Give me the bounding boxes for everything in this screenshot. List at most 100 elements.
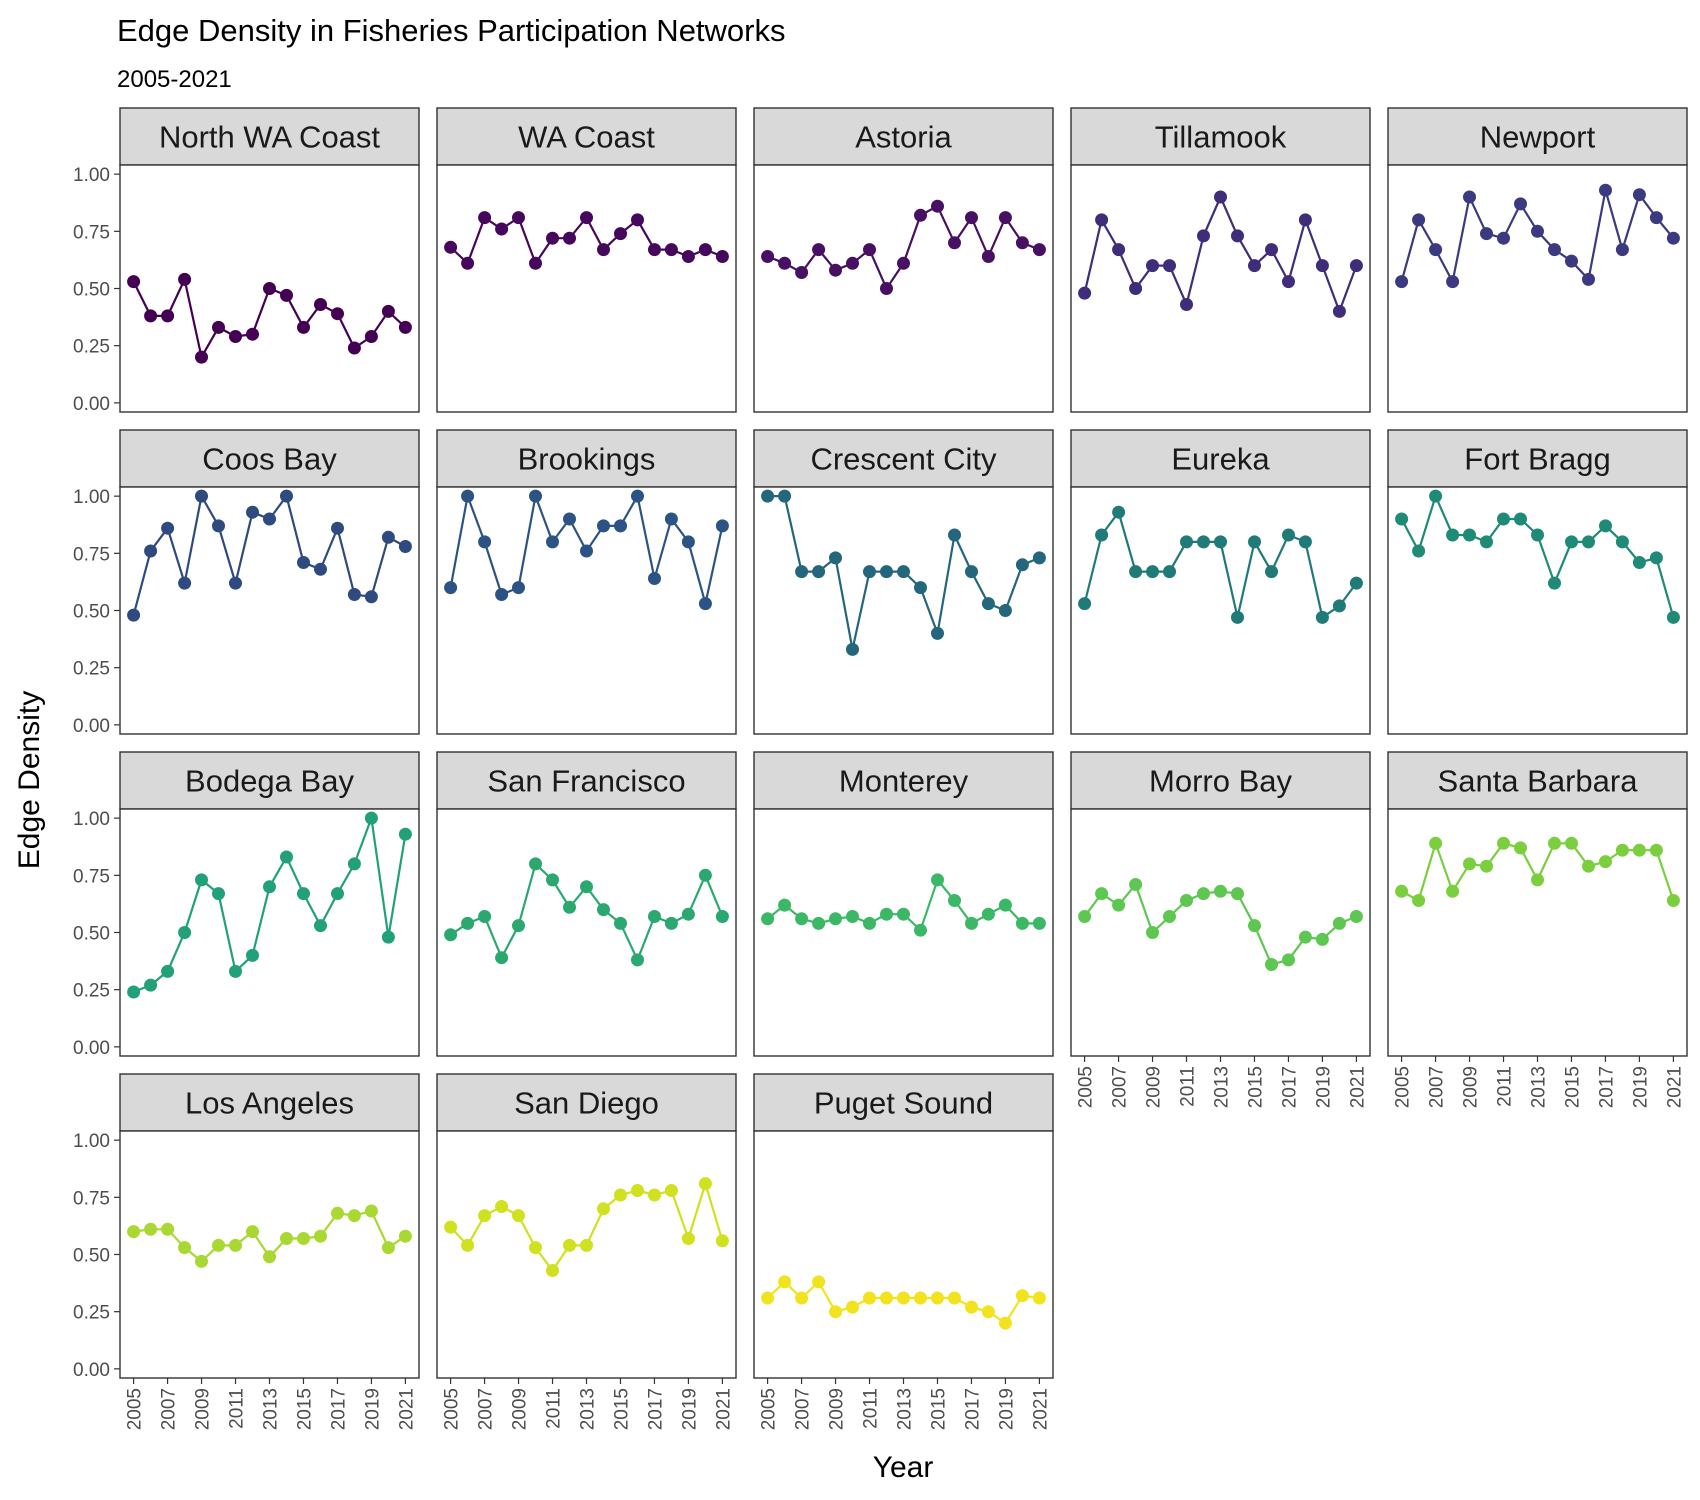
data-point <box>829 551 842 565</box>
data-point <box>546 873 559 887</box>
data-point <box>715 250 729 263</box>
x-tick-label: 2021 <box>1664 1066 1685 1108</box>
data-point <box>1095 213 1109 227</box>
data-point <box>1531 528 1544 542</box>
data-point <box>829 263 842 277</box>
x-tick-label: 2015 <box>1562 1066 1583 1108</box>
y-tick-label: 1.00 <box>73 1131 110 1152</box>
data-point <box>1197 229 1210 243</box>
data-point <box>1632 188 1646 202</box>
y-axis-label: Edge Density <box>13 691 46 869</box>
facet-strip-label: Coos Bay <box>202 442 337 477</box>
data-point <box>648 572 661 585</box>
data-point <box>512 581 525 595</box>
facet-strip <box>119 751 420 810</box>
facet-strip <box>119 429 420 488</box>
data-point <box>1429 489 1443 503</box>
x-tick-label: 2007 <box>1110 1066 1131 1108</box>
data-point <box>1446 528 1460 542</box>
data-point <box>529 489 542 503</box>
data-point <box>127 608 141 622</box>
data-point <box>297 320 310 334</box>
data-point <box>1582 272 1595 286</box>
y-tick-label: 0.75 <box>73 222 110 243</box>
facet-strip-label: Los Angeles <box>185 1086 354 1121</box>
data-point <box>778 898 792 912</box>
data-point <box>1548 576 1561 590</box>
data-point <box>263 282 276 295</box>
x-tick-label: 2007 <box>793 1388 814 1430</box>
data-point <box>297 1232 310 1245</box>
data-point <box>246 1225 259 1239</box>
data-point <box>314 1229 327 1243</box>
data-point <box>563 512 576 526</box>
facet-coos-bay: Coos Bay 0.00 0.25 0.50 0.75 1.00 <box>73 429 420 737</box>
data-point <box>981 1305 995 1319</box>
data-point <box>1282 275 1295 289</box>
data-point <box>597 519 610 533</box>
data-point <box>229 964 242 978</box>
facet-strip <box>753 429 1054 488</box>
data-point <box>1231 229 1244 243</box>
data-point <box>1032 551 1046 565</box>
data-point <box>681 1232 695 1245</box>
data-point <box>812 243 826 257</box>
y-tick-label: 0.50 <box>73 602 110 623</box>
data-point <box>948 894 961 907</box>
data-point <box>246 505 259 519</box>
x-tick-label: 2013 <box>1212 1066 1233 1108</box>
data-point <box>580 211 593 225</box>
data-point <box>631 953 644 967</box>
data-point <box>297 556 310 569</box>
data-point <box>812 565 826 579</box>
facet-plot-area <box>436 808 737 1057</box>
data-point <box>1429 243 1443 257</box>
y-tick-label: 0.50 <box>73 1246 110 1267</box>
data-point <box>681 907 695 921</box>
data-point <box>965 565 978 579</box>
data-point <box>1632 843 1646 857</box>
data-point <box>1231 887 1244 901</box>
data-point <box>1129 282 1143 295</box>
data-point <box>1248 919 1261 933</box>
facet-san-francisco: San Francisco <box>436 751 737 1057</box>
facet-north-wa-coast: North WA Coast 0.00 0.25 0.50 0.75 1.00 <box>73 107 420 415</box>
data-point <box>914 923 927 937</box>
data-point <box>1298 930 1312 944</box>
y-tick-label: 0.75 <box>73 1188 110 1209</box>
data-point <box>444 928 458 942</box>
x-tick-label: 2005 <box>1076 1066 1097 1108</box>
x-tick-label: 2017 <box>962 1388 983 1430</box>
data-point <box>1480 227 1493 241</box>
data-point <box>478 1209 492 1223</box>
facet-strip <box>1070 107 1371 166</box>
data-point <box>761 1291 775 1305</box>
data-point <box>1032 1291 1046 1305</box>
data-point <box>1163 259 1176 273</box>
data-point <box>1265 565 1278 579</box>
facet-strip-label: Puget Sound <box>814 1086 993 1121</box>
data-point <box>597 903 610 917</box>
data-point <box>1446 884 1460 898</box>
data-point <box>1129 878 1143 891</box>
data-point <box>931 873 944 887</box>
data-point <box>495 1200 509 1213</box>
data-point <box>280 850 293 864</box>
data-point <box>398 1229 412 1243</box>
data-point <box>931 1291 944 1305</box>
x-tick-label: 2019 <box>679 1388 700 1430</box>
x-tick-label: 2009 <box>1144 1066 1165 1108</box>
data-point <box>1197 535 1210 549</box>
data-point <box>664 243 678 257</box>
facet-astoria: Astoria <box>753 107 1054 413</box>
data-point <box>364 1204 378 1218</box>
data-point <box>347 341 361 355</box>
data-point <box>1163 565 1176 579</box>
data-point <box>1666 610 1680 624</box>
data-point <box>529 1241 542 1255</box>
data-point <box>880 565 893 579</box>
data-point <box>512 919 525 933</box>
data-point <box>1446 275 1460 289</box>
data-point <box>195 350 208 364</box>
data-point <box>1649 211 1663 225</box>
